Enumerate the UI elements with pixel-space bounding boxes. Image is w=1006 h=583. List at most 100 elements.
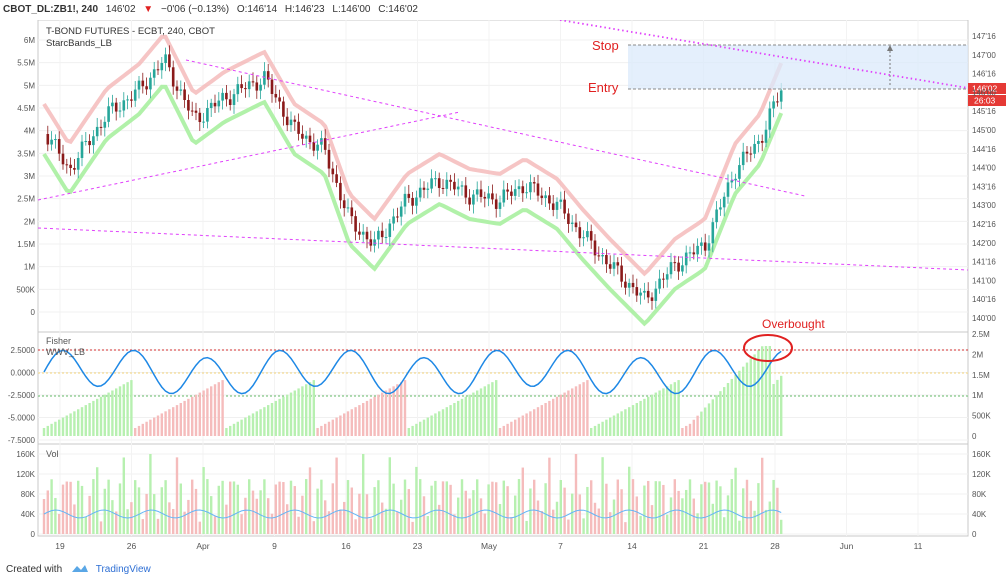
volume-bar — [301, 495, 304, 534]
candle-body — [529, 182, 532, 193]
wwv-bar — [365, 400, 369, 436]
volume-bar — [639, 515, 642, 534]
volume-bar — [126, 509, 129, 534]
wwv-bar — [476, 390, 479, 436]
wwv-bar — [320, 425, 323, 436]
volume-bar — [700, 484, 703, 534]
volume-bar — [217, 485, 220, 534]
volume-bar — [350, 487, 353, 534]
candle-body — [141, 80, 145, 87]
chart-canvas[interactable]: T-BOND FUTURES - ECBT, 240, CBOT StarcBa… — [0, 20, 1006, 555]
candle-body — [164, 54, 167, 64]
chart-area[interactable]: T-BOND FUTURES - ECBT, 240, CBOT StarcBa… — [0, 20, 1006, 555]
wwv-bar — [202, 390, 205, 436]
wwv-bar — [745, 362, 749, 436]
candle-body — [346, 207, 350, 209]
candle-body — [548, 195, 551, 204]
volume-bar — [472, 490, 475, 534]
volume-bar — [419, 479, 422, 534]
wwv-bar — [118, 386, 122, 436]
volume-bar — [715, 480, 718, 534]
candle-body — [354, 216, 357, 232]
wwv-bar — [206, 388, 209, 436]
volume-bar — [172, 509, 175, 534]
wwv-bar — [346, 411, 350, 436]
volume-bar — [521, 467, 524, 534]
candle-body — [715, 209, 718, 223]
candle-body — [232, 94, 236, 105]
candle-body — [320, 138, 323, 145]
candle-body — [563, 199, 566, 214]
volume-bar — [449, 484, 452, 534]
candle-body — [285, 116, 289, 126]
time-tick: 9 — [272, 541, 277, 551]
candle-body — [99, 126, 103, 128]
wwv-bar — [631, 405, 635, 436]
volume-bar — [320, 479, 323, 534]
wwv-bar — [153, 417, 156, 436]
trendline-upper[interactable] — [185, 59, 806, 197]
wwv-bar — [704, 407, 707, 436]
trendline-lower[interactable] — [37, 227, 969, 271]
volume-bar — [354, 519, 357, 534]
volume-bar — [650, 505, 654, 534]
wwv-bar — [529, 411, 532, 436]
wwv-bar — [65, 415, 68, 436]
volume-bar — [434, 480, 437, 534]
volume-bar — [54, 497, 57, 534]
candle-body — [103, 121, 107, 128]
vol-right-tick: 40K — [972, 510, 987, 519]
main-right-tick: 144'00 — [972, 164, 996, 173]
wwv-bar — [96, 398, 99, 436]
wwv-bar — [141, 423, 144, 436]
tradingview-brand[interactable]: TradingView — [95, 564, 151, 575]
volume-bar — [658, 481, 661, 534]
wwv-bar — [187, 398, 190, 436]
time-tick: 7 — [558, 541, 563, 551]
candle-body — [460, 185, 464, 187]
volume-bar — [92, 479, 95, 534]
volume-bar — [80, 485, 84, 534]
wwv-bar — [483, 386, 486, 436]
candle-body — [707, 243, 711, 251]
candle-body — [612, 262, 616, 269]
candle-body — [228, 99, 232, 105]
wwv-bar — [221, 380, 224, 436]
wwv-bar — [164, 411, 167, 436]
wwv-bar — [369, 398, 372, 436]
volume-bar — [400, 499, 403, 534]
volume-bar — [669, 497, 673, 534]
last-price: 146'02 — [105, 4, 136, 15]
candle-body — [403, 193, 407, 207]
candle-body — [339, 182, 342, 201]
candle-body — [711, 222, 715, 244]
wwv-bar — [734, 374, 737, 436]
wwv-bar — [666, 386, 669, 436]
overbought-annotation: Overbought — [762, 317, 825, 331]
candle-body — [263, 71, 266, 85]
risk-zone[interactable] — [628, 45, 968, 89]
volume-bar — [742, 488, 745, 534]
volume-bar — [213, 516, 217, 534]
axis-labels: 6M5.5M5M4.5M4M3.5M3M2.5M2M1.5M1M500K0147… — [8, 32, 996, 551]
trendline-resistance[interactable] — [559, 20, 969, 89]
symbol-label[interactable]: CBOT_DL:ZB1!, 240 — [3, 4, 99, 15]
candle-body — [491, 193, 494, 200]
wwv-bar — [685, 425, 688, 436]
wwv-bar — [764, 346, 768, 436]
wwv-bar — [392, 386, 395, 436]
volume-bar — [168, 502, 171, 534]
wwv-bar — [487, 384, 490, 436]
candle-body — [365, 231, 369, 240]
wwv-bar — [240, 419, 243, 436]
candle-body — [696, 245, 699, 255]
wwv-bar — [491, 382, 494, 436]
wwv-bar — [308, 382, 312, 436]
candle-body — [434, 178, 437, 180]
wwv-bar — [601, 421, 604, 436]
candle-body — [494, 199, 498, 209]
candle-body — [749, 153, 753, 155]
candle-body — [464, 185, 468, 198]
volume-bar — [194, 488, 198, 534]
volume-bar — [601, 457, 604, 534]
